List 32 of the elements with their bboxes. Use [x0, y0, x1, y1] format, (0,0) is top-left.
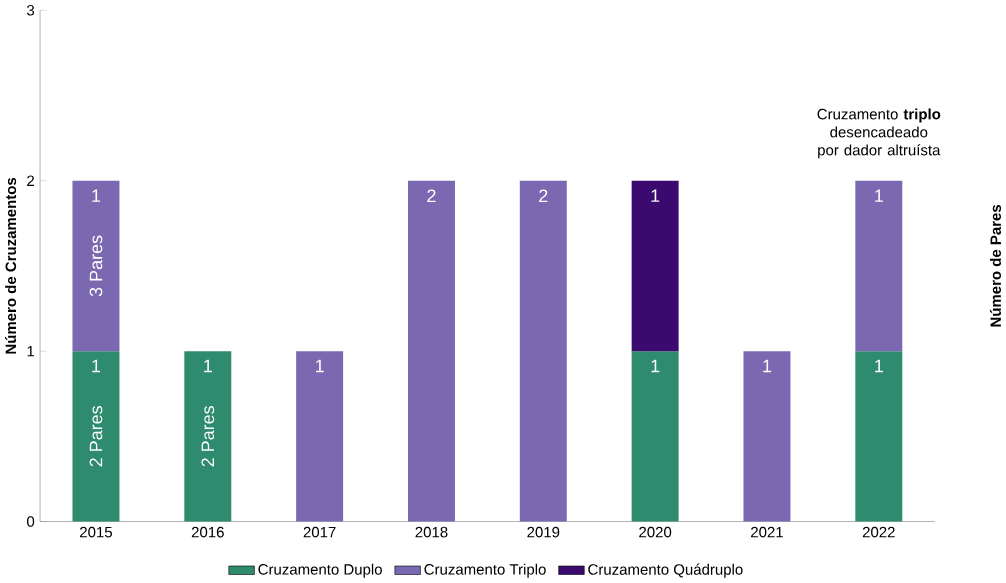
data-label: 1 [92, 189, 101, 202]
y-tick-label: 3 [26, 5, 35, 16]
x-tick-label: 2020 [639, 526, 672, 538]
y-tick-label: 0 [27, 516, 35, 527]
y-tick-label: 1 [27, 346, 35, 357]
x-tick-label: 2015 [80, 526, 112, 538]
x-tick-label: 2018 [415, 526, 448, 538]
data-label: 1 [92, 359, 101, 373]
annotation: 3 Pares [89, 235, 103, 297]
annotation: 2 Pares [201, 406, 215, 467]
x-tick-label: 2016 [191, 526, 224, 538]
legend-label: Cruzamento Duplo [258, 563, 382, 578]
data-label: 1 [875, 189, 883, 202]
legend-label: Cruzamento Triplo [424, 563, 546, 578]
x-tick-label: 2017 [303, 526, 336, 538]
data-label: 1 [204, 359, 212, 373]
y2-axis-title: Número de Pares [989, 204, 1002, 327]
legend-label: Cruzamento Quádruplo [588, 563, 743, 578]
annotation: 2 Pares [89, 406, 103, 467]
data-label: 1 [651, 189, 660, 202]
y-tick-label: 2 [27, 175, 35, 186]
data-label: 1 [763, 359, 772, 373]
x-tick-label: 2021 [751, 526, 783, 538]
data-label: 2 [539, 189, 548, 203]
y-axis-title: Número de Cruzamentos [5, 177, 17, 354]
data-label: 1 [651, 359, 660, 373]
data-label: 1 [316, 359, 324, 373]
data-label: 2 [427, 189, 436, 203]
x-tick-label: 2019 [527, 526, 560, 538]
data-label: 1 [875, 359, 883, 373]
annotation: Cruzamento triplo desencadeado por dador altruísta [817, 108, 941, 159]
x-tick-label: 2022 [862, 526, 895, 538]
